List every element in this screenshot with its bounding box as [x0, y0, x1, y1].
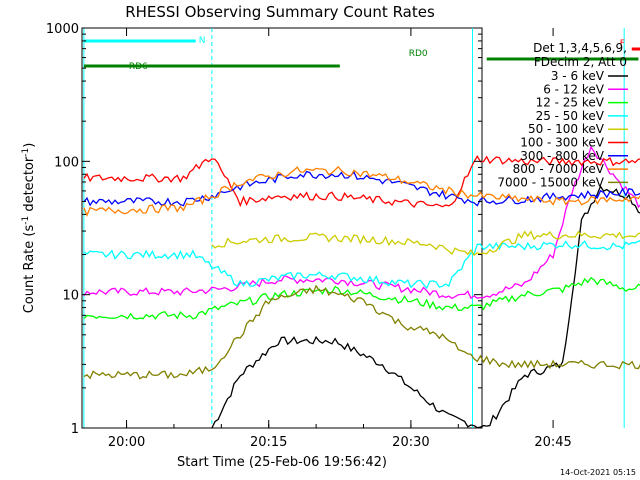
- legend-label-3: 25 - 50 keV: [536, 109, 605, 123]
- legend-label-4: 50 - 100 keV: [528, 122, 605, 136]
- series-line-8: [83, 284, 640, 380]
- series-line-6: [83, 170, 640, 207]
- y-axis-label-part-1: Count Rate (s: [22, 225, 37, 314]
- series-line-3: [83, 239, 640, 290]
- series-line-1: [83, 145, 640, 300]
- y-tick-label-0: 1: [71, 422, 79, 437]
- flag-bars: N F RD0 RD6: [83, 36, 640, 72]
- axis-layer: 20:0020:1520:3020:4521:0021:1521:3011010…: [46, 22, 572, 450]
- x-tick-label-0: 20:00: [108, 435, 145, 450]
- legend-header-2: FDecim 2, Att 0: [534, 55, 627, 69]
- flag-label-f: F: [620, 39, 625, 49]
- series-line-0: [211, 185, 640, 429]
- saa-lines: [83, 28, 625, 428]
- series-line-2: [83, 276, 640, 320]
- flag-label-n: N: [199, 36, 206, 46]
- legend-label-5: 100 - 300 keV: [520, 136, 604, 150]
- series-line-4: [211, 230, 640, 257]
- legend: Det 1,3,4,5,6,9, FDecim 2, Att 0 3 - 6 k…: [497, 41, 628, 189]
- legend-label-0: 3 - 6 keV: [551, 69, 605, 83]
- y-tick-label-3: 1000: [46, 22, 79, 37]
- series-line-5: [83, 155, 640, 208]
- y-tick-label-2: 100: [54, 155, 79, 170]
- timestamp: 14-Oct-2021 05:15: [560, 468, 636, 477]
- legend-label-2: 12 - 25 keV: [536, 96, 605, 110]
- legend-label-8: 7000 - 15000 keV: [497, 175, 604, 189]
- plot-frame: [81, 27, 483, 429]
- flag-label-rd0: RD0: [409, 49, 428, 59]
- y-axis-label: Count Rate (s-1 detector-1): [21, 143, 37, 314]
- y-axis-label-part-2: detector: [22, 156, 37, 216]
- legend-header-1: Det 1,3,4,5,6,9,: [533, 41, 627, 55]
- svg-text:Count Rate (s-1 detector-1): Count Rate (s-1 detector-1): [21, 143, 37, 314]
- legend-label-7: 800 - 7000 keV: [513, 162, 605, 176]
- x-tick-label-2: 20:30: [392, 435, 429, 450]
- y-tick-label-1: 10: [62, 289, 79, 304]
- chart-title: RHESSI Observing Summary Count Rates: [125, 3, 435, 21]
- series-line-7: [83, 165, 640, 218]
- flag-label-rd6: RD6: [129, 62, 148, 72]
- series-layer: [83, 145, 640, 429]
- x-tick-label-3: 20:45: [534, 435, 571, 450]
- x-tick-label-1: 20:15: [250, 435, 287, 450]
- legend-label-1: 6 - 12 keV: [543, 82, 605, 96]
- y-axis-label-part-3: ): [22, 143, 37, 148]
- y-axis-label-sup-1: -1: [21, 216, 31, 225]
- legend-label-6: 300 - 800 keV: [520, 149, 604, 163]
- x-axis-label: Start Time (25-Feb-06 19:56:42): [177, 455, 387, 470]
- y-axis-label-sup-2: -1: [21, 148, 31, 157]
